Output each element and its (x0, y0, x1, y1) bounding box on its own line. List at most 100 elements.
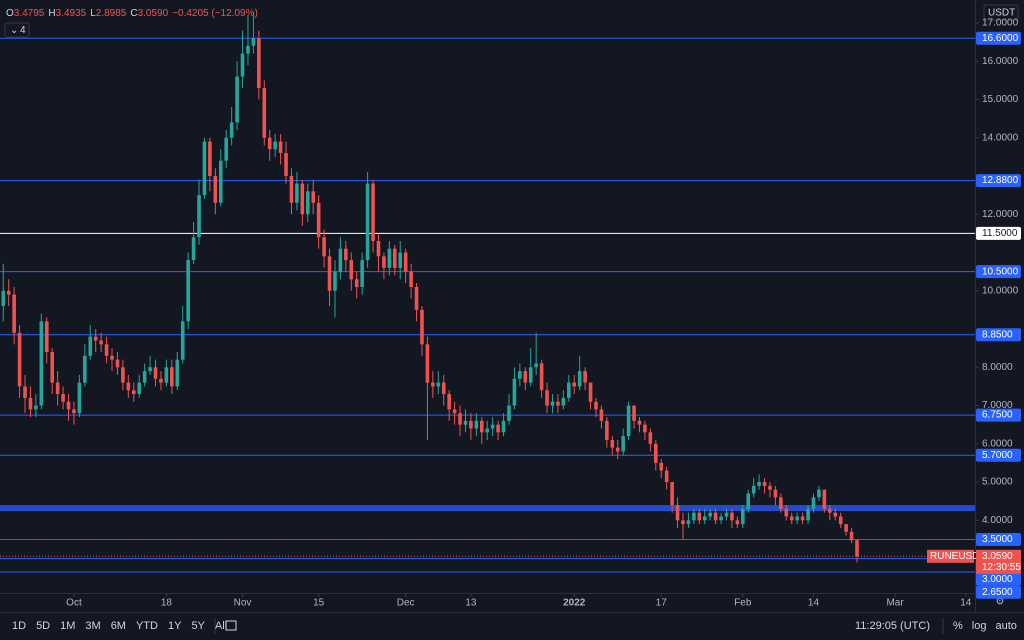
scale-option[interactable]: log (972, 620, 987, 632)
settings-icon[interactable]: ⚙ (996, 597, 1005, 608)
candle-body (849, 531, 854, 541)
compare-icon[interactable] (225, 620, 237, 631)
timeframe-button[interactable]: 3M (85, 620, 100, 632)
candle-body (251, 38, 256, 46)
candle-body (528, 367, 533, 383)
candle-body (66, 401, 71, 410)
candle-body (751, 485, 756, 494)
timeframe-button[interactable]: 5D (36, 620, 50, 632)
candle-body (566, 382, 571, 398)
candle-body (496, 424, 500, 433)
level-label: 10.5000 (982, 266, 1019, 277)
candle-body (512, 378, 517, 406)
indicator-toggle[interactable] (4, 22, 30, 38)
candle-body (654, 443, 658, 463)
candle-body (403, 252, 408, 272)
candle-body (599, 409, 604, 421)
candle-body (110, 355, 114, 360)
candle-body (659, 462, 664, 471)
candle-body (246, 45, 250, 54)
y-tick-label: 16.0000 (982, 56, 1019, 67)
candle-body (387, 248, 392, 268)
level-label-box (976, 585, 1021, 599)
candle-body (452, 409, 457, 414)
candle-body (327, 256, 332, 291)
candle-body (724, 512, 729, 517)
currency[interactable]: USDT (988, 8, 1015, 19)
candle-body (83, 355, 87, 383)
candle-body (795, 516, 799, 521)
candle-body (463, 420, 468, 425)
level-label: 11.5000 (982, 228, 1018, 239)
candle-body (746, 493, 751, 509)
y-tick-label: 12.0000 (982, 209, 1019, 220)
candle-body (583, 371, 587, 383)
countdown: 12:30:55 (982, 562, 1021, 573)
candle-body (17, 332, 22, 387)
candle-body (621, 436, 625, 452)
candle-body (425, 344, 430, 383)
candle-body (806, 508, 810, 521)
level-label-box (976, 572, 1021, 586)
candle-body (708, 512, 712, 517)
clock: 11:29:05 (UTC) (855, 620, 930, 632)
timeframe-button[interactable]: All (215, 620, 227, 632)
candle-body (458, 413, 462, 425)
candle-body (6, 290, 11, 295)
candle-body (686, 520, 691, 525)
candle-body (490, 424, 495, 429)
x-tick-label: Nov (234, 598, 252, 609)
candle-body (539, 363, 544, 391)
candle-body (637, 420, 642, 425)
candle-body (371, 183, 375, 242)
candle-body (376, 241, 381, 257)
candle-body (12, 294, 16, 333)
timeframe-button[interactable]: YTD (136, 620, 158, 632)
candle-body (615, 447, 620, 452)
candle-body (626, 405, 631, 437)
currency-button[interactable] (983, 4, 1019, 21)
candle-body (333, 271, 337, 291)
y-tick-label: 4.0000 (982, 515, 1013, 526)
candle-body (811, 497, 816, 509)
ohlc-value: 3.0590 (138, 8, 169, 19)
price-box (976, 549, 1021, 574)
candle-body (284, 153, 288, 176)
timeframe-button[interactable]: 6M (111, 620, 126, 632)
candle-body (768, 485, 772, 490)
candle-body (648, 432, 653, 444)
candle-body (735, 520, 740, 525)
candle-body (643, 424, 647, 433)
scale-option[interactable]: % (953, 620, 963, 632)
candle-body (235, 76, 239, 123)
candle-body (262, 87, 267, 138)
timeframe-button[interactable]: 1Y (168, 620, 182, 632)
level-label: 16.6000 (982, 33, 1019, 44)
timeframe-button[interactable]: 5Y (191, 620, 205, 632)
x-tick-label: 18 (161, 598, 173, 609)
candle-body (164, 367, 169, 383)
x-tick-label: 13 (465, 598, 477, 609)
header: O3.4795 H3.4935 L2.8985 C3.0590 −0.4205 (−12… (6, 8, 258, 19)
x-tick-label: Dec (397, 598, 415, 609)
candle-body (44, 321, 49, 352)
level-label-box (976, 408, 1021, 422)
y-tick-label: 17.0000 (982, 18, 1019, 29)
scale-option[interactable]: auto (995, 620, 1016, 632)
candle-body (817, 489, 821, 498)
ohlc-value: 3.4935 (56, 8, 87, 19)
candle-body (305, 191, 310, 215)
candle-body (828, 508, 832, 513)
ohlc-value: 3.4795 (14, 8, 45, 19)
candle-body (360, 260, 364, 287)
y-tick-label: 15.0000 (982, 94, 1019, 105)
candle-body (550, 401, 555, 406)
candle-body (757, 482, 761, 486)
x-tick-label: Mar (886, 598, 904, 609)
candle-body (664, 470, 669, 483)
timeframe-button[interactable]: 1D (12, 620, 26, 632)
timeframe-button[interactable]: 1M (60, 620, 75, 632)
candle-body (670, 482, 674, 506)
candle-body (142, 371, 147, 383)
